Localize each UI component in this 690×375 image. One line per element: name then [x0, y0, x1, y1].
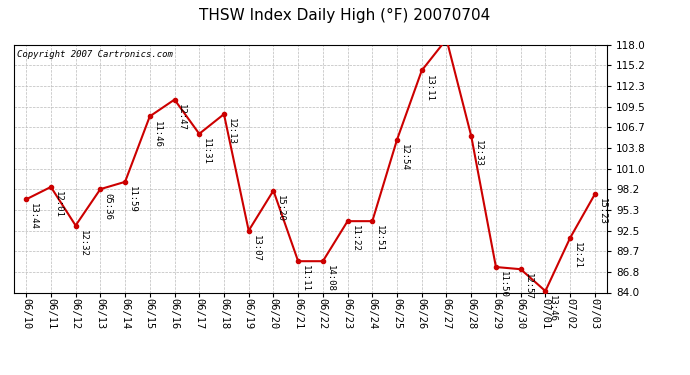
- Text: THSW Index Daily High (°F) 20070704: THSW Index Daily High (°F) 20070704: [199, 8, 491, 22]
- Text: 11:46: 11:46: [152, 120, 161, 147]
- Text: 15:23: 15:23: [598, 198, 607, 225]
- Text: 12:01: 12:01: [54, 191, 63, 218]
- Text: 05:36: 05:36: [103, 193, 112, 220]
- Text: 12:57: 12:57: [524, 273, 533, 300]
- Text: 13:07: 13:07: [251, 235, 260, 262]
- Text: 12:33: 12:33: [474, 140, 483, 167]
- Text: 11:59: 11:59: [128, 186, 137, 213]
- Text: 14:08: 14:08: [326, 266, 335, 292]
- Text: 12:32: 12:32: [79, 230, 88, 256]
- Text: 12:54: 12:54: [400, 144, 408, 171]
- Text: 12:51: 12:51: [375, 225, 384, 252]
- Text: 13:46: 13:46: [548, 295, 557, 322]
- Text: 12:13: 12:13: [227, 118, 236, 145]
- Text: 13:44: 13:44: [29, 204, 38, 230]
- Text: 12:21: 12:21: [573, 242, 582, 269]
- Text: 12:47: 12:47: [177, 104, 186, 130]
- Text: 13:11: 13:11: [424, 75, 433, 102]
- Text: Copyright 2007 Cartronics.com: Copyright 2007 Cartronics.com: [17, 50, 172, 59]
- Text: 15:20: 15:20: [276, 195, 285, 222]
- Text: 11:50: 11:50: [499, 271, 508, 298]
- Text: 11:22: 11:22: [351, 225, 359, 252]
- Text: 12:04: 12:04: [0, 374, 1, 375]
- Text: 11:11: 11:11: [301, 266, 310, 292]
- Text: 11:31: 11:31: [202, 138, 211, 165]
